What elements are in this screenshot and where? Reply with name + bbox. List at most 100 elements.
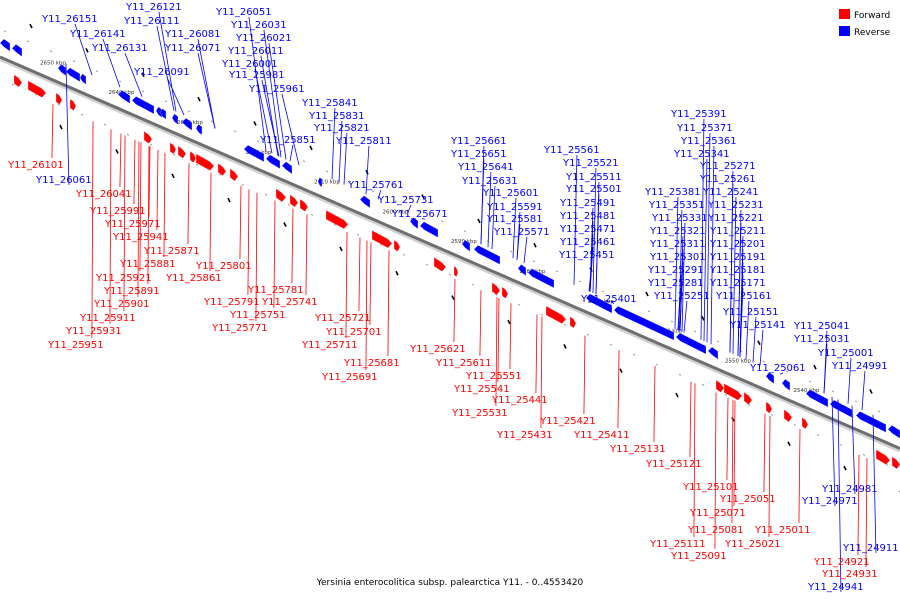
gene-label-y11-26141: Y11_26141 [69, 29, 126, 40]
gene-label-y11-25411: Y11_25411 [573, 430, 630, 441]
gene-label-y11-25771: Y11_25771 [211, 323, 268, 334]
guide-dot [287, 203, 291, 206]
gene-label-y11-25271: Y11_25271 [699, 161, 756, 172]
gene-label-y11-25941: Y11_25941 [112, 232, 169, 243]
reverse-gene-arrow [243, 144, 265, 163]
reverse-leader-line [254, 68, 273, 154]
tick-dash [451, 295, 455, 300]
reverse-gene-arrow [265, 154, 281, 170]
reverse-leader-line [729, 183, 734, 353]
gene-label-y11-25911: Y11_25911 [79, 313, 136, 324]
reverse-leader-line [487, 171, 492, 248]
gene-label-y11-25261: Y11_25261 [699, 174, 756, 185]
gene-label-y11-25621: Y11_25621 [409, 344, 466, 355]
guide-dot [762, 360, 766, 363]
kbp-tick-label: 2650 kbp [40, 60, 66, 66]
forward-leader-line [497, 298, 500, 383]
gene-label-y11-25081: Y11_25081 [687, 525, 744, 536]
gene-label-y11-26041: Y11_26041 [75, 189, 132, 200]
reverse-leader-line [197, 52, 216, 129]
forward-leader-line [139, 142, 142, 272]
reverse-leader-line [74, 23, 93, 76]
reverse-leader-line [588, 259, 593, 292]
legend: Forward Reverse [839, 9, 891, 38]
genome-backbone [0, 55, 900, 453]
reverse-leader-line [851, 405, 856, 495]
reverse-leader-line [610, 300, 615, 305]
gene-label-y11-25611: Y11_25611 [435, 358, 492, 369]
gene-label-y11-25931: Y11_25931 [65, 326, 122, 337]
gene-label-y11-25301: Y11_25301 [649, 252, 706, 263]
forward-leader-line [689, 381, 692, 458]
guide-dot [241, 183, 245, 186]
reverse-leader-line [491, 185, 496, 250]
guide-dot [195, 163, 199, 166]
reverse-leader-line [752, 316, 757, 363]
gene-label-y11-25341: Y11_25341 [673, 149, 730, 160]
guide-dot [356, 233, 360, 236]
backbone-shadow [0, 57, 900, 453]
guide-dot [609, 343, 613, 346]
reverse-leader-line [861, 370, 866, 411]
reverse-leader-line [872, 414, 877, 554]
forward-gene-arrow [891, 456, 900, 470]
tick-dash [675, 392, 679, 398]
gene-label-y11-25211: Y11_25211 [709, 226, 766, 237]
reverse-leader-line [65, 63, 70, 186]
gene-label-y11-25441: Y11_25441 [491, 395, 548, 406]
gene-label-y11-25141: Y11_25141 [729, 320, 786, 331]
guide-dot [670, 320, 674, 323]
reverse-leader-line [343, 132, 348, 185]
gene-label-y11-25581: Y11_25581 [486, 214, 543, 225]
guide-dot [164, 100, 168, 103]
forward-leader-line [535, 314, 538, 394]
guide-dot [310, 213, 314, 216]
gene-label-y11-24991: Y11_24991 [831, 361, 888, 372]
gene-label-y11-25311: Y11_25311 [649, 239, 706, 250]
guide-dot [586, 333, 590, 336]
gene-label-y11-24971: Y11_24971 [801, 496, 858, 507]
forward-gene-arrow [13, 74, 23, 88]
gene-label-y11-25881: Y11_25881 [119, 259, 176, 270]
guide-dot [785, 370, 789, 373]
reverse-leader-line [480, 158, 485, 245]
gene-label-y11-26151: Y11_26151 [41, 14, 98, 25]
reverse-gene-arrow [11, 44, 23, 57]
legend-reverse-swatch [839, 26, 850, 36]
guide-dot [555, 270, 559, 273]
reverse-gene-arrow [585, 293, 613, 314]
gene-label-y11-25481: Y11_25481 [559, 211, 616, 222]
tick-dash [869, 389, 873, 394]
forward-gene-arrow [545, 305, 567, 324]
gene-labels: Y11_26151 Y11_26141 Y11_26131 Y11_26121 Y11_… [7, 2, 899, 593]
guide-dot [716, 340, 720, 343]
gene-label-y11-25591: Y11_25591 [486, 202, 543, 213]
gene-label-y11-24931: Y11_24931 [821, 569, 878, 580]
gene-label-y11-24981: Y11_24981 [821, 484, 878, 495]
reverse-leader-line [365, 145, 370, 195]
reverse-leader-line [737, 222, 742, 357]
forward-gene-arrow [453, 265, 459, 277]
reverse-leader-line [573, 154, 578, 285]
gene-label-y11-25991: Y11_25991 [89, 206, 146, 217]
gene-label-y11-25121: Y11_25121 [645, 459, 702, 470]
guide-dot [394, 200, 398, 203]
forward-gene-arrow [27, 80, 47, 98]
reverse-leader-line [331, 107, 336, 180]
gene-label-y11-25721: Y11_25721 [314, 313, 371, 324]
reverse-gene-arrow [281, 161, 293, 175]
forward-gene-arrow [491, 282, 501, 296]
forward-leader-line [693, 383, 696, 538]
tick-dash [843, 465, 847, 471]
forward-leader-line [163, 152, 166, 258]
guide-dot [793, 423, 797, 426]
gene-label-y11-25091: Y11_25091 [670, 551, 727, 562]
reverse-leader-line [124, 52, 143, 97]
guide-dot [402, 253, 406, 256]
forward-leader-line [479, 290, 482, 357]
guide-dot [517, 303, 521, 306]
guide-dot [264, 193, 268, 196]
forward-gene-arrow [325, 210, 349, 230]
reverse-leader-line [589, 246, 594, 292]
gene-label-y11-25681: Y11_25681 [343, 358, 400, 369]
